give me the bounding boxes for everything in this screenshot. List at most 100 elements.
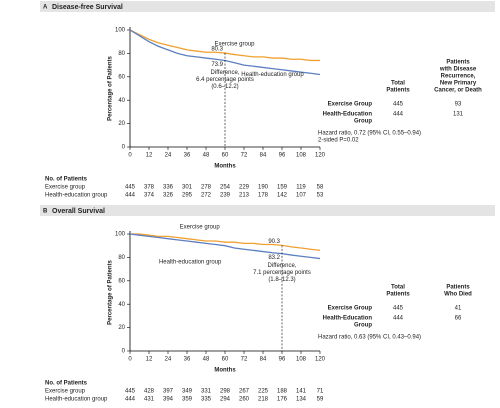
table-cell: 444 [393,316,404,322]
at-risk-count: 239 [220,193,231,199]
y-tick-label: 60 [118,74,125,80]
x-tick-label: 96 [279,153,286,159]
at-risk-count: 444 [125,193,136,199]
panel-letter: B [43,209,48,215]
at-risk-count: 213 [239,193,250,199]
at-risk-count: 336 [163,185,174,191]
y-tick-label: 0 [122,349,126,355]
x-tick-label: 84 [260,153,267,159]
panel-header [40,205,495,216]
table-row-label: Group [354,119,372,125]
x-tick-label: 48 [203,357,210,363]
at-risk-count: 301 [182,185,193,191]
table-header: Patients [386,88,410,94]
x-tick-label: 36 [184,357,191,363]
x-tick-label: 48 [203,153,210,159]
y-tick-label: 100 [115,28,126,34]
x-tick-label: 0 [128,153,132,159]
x-tick-label: 60 [222,357,229,363]
x-tick-label: 36 [184,153,191,159]
at-risk-count: 59 [317,397,324,403]
table-footnote: Hazard ratio, 0.63 (95% CI, 0.43–0.94) [318,335,421,341]
at-risk-count: 229 [239,185,250,191]
difference-text: Difference, [211,70,240,76]
difference-text: (1.8–12.3) [268,277,295,283]
table-header: Patients [446,285,470,291]
survival-curve [130,233,321,252]
table-header: Total [391,81,405,87]
x-axis-label: Months [214,368,236,374]
panel-title: Disease-free Survival [52,4,123,11]
y-tick-label: 80 [118,255,125,261]
panel-letter: A [43,5,48,11]
x-tick-label: 24 [165,357,172,363]
at-risk-count: 272 [201,193,212,199]
at-risk-count: 349 [182,389,193,395]
at-risk-count: 445 [125,389,136,395]
at-risk-count: 331 [201,389,212,395]
y-tick-label: 40 [118,302,125,308]
at-risk-count: 225 [258,389,269,395]
difference-text: (0.6–12.2) [211,84,238,90]
table-cell: 131 [453,112,464,118]
curve-label: Health-education group [159,260,222,266]
marked-value: 80.3 [211,47,223,53]
table-header: with Disease [439,67,477,73]
panel-title: Overall Survival [52,208,105,215]
table-row-label: Exercise Group [328,102,373,108]
at-risk-count: 298 [220,389,231,395]
at-risk-count: 335 [201,397,212,403]
x-tick-label: 84 [260,357,267,363]
x-tick-label: 12 [146,357,153,363]
x-tick-label: 24 [165,153,172,159]
curve-label: Health-education group [241,72,304,78]
y-axis-label: Percentage of Patients [108,55,114,120]
survival-curve [129,233,321,260]
table-row-label: Health-Education [323,112,373,118]
x-tick-label: 72 [241,153,248,159]
table-cell: 41 [455,306,462,312]
table-row-label: Health-Education [323,316,373,322]
table-header: Recurrence, [441,74,476,80]
x-tick-label: 0 [128,357,132,363]
at-risk-count: 444 [125,397,136,403]
at-risk-count: 142 [277,193,288,199]
at-risk-count: 53 [317,193,324,199]
table-header: Cancer, or Death [434,88,482,94]
y-tick-label: 20 [118,325,125,331]
table-header: Total [391,285,405,291]
at-risk-count: 190 [258,185,269,191]
table-header: Who Died [444,292,472,298]
x-tick-label: 72 [241,357,248,363]
marked-value: 73.9 [211,62,223,68]
at-risk-count: 295 [182,193,193,199]
at-risk-count: 294 [220,397,231,403]
at-risk-count: 178 [258,193,269,199]
table-row-label: Exercise Group [328,306,373,312]
table-header: Patients [386,292,410,298]
at-risk-label: Health-education group [45,193,108,199]
curve-label: Exercise group [180,225,221,231]
x-tick-label: 60 [222,153,229,159]
table-cell: 445 [393,306,404,312]
at-risk-count: 445 [125,185,136,191]
at-risk-count: 267 [239,389,250,395]
at-risk-count: 218 [258,397,269,403]
y-tick-label: 100 [115,232,126,238]
at-risk-count: 428 [144,389,155,395]
at-risk-count: 71 [317,389,324,395]
marked-value: 90.3 [268,239,280,245]
x-tick-label: 96 [279,357,286,363]
x-axis-label: Months [214,164,236,170]
table-footnote: Hazard ratio, 0.72 (95% CI, 0.55–0.94) [318,131,421,137]
at-risk-count: 374 [144,193,155,199]
y-tick-label: 0 [122,145,126,151]
at-risk-count: 260 [239,397,250,403]
table-cell: 66 [455,316,462,322]
at-risk-label: Exercise group [45,389,86,395]
at-risk-count: 58 [317,185,324,191]
at-risk-label: Exercise group [45,185,86,191]
difference-text: 6.4 percentage points [196,77,254,83]
curve-label: Exercise group [214,42,255,48]
